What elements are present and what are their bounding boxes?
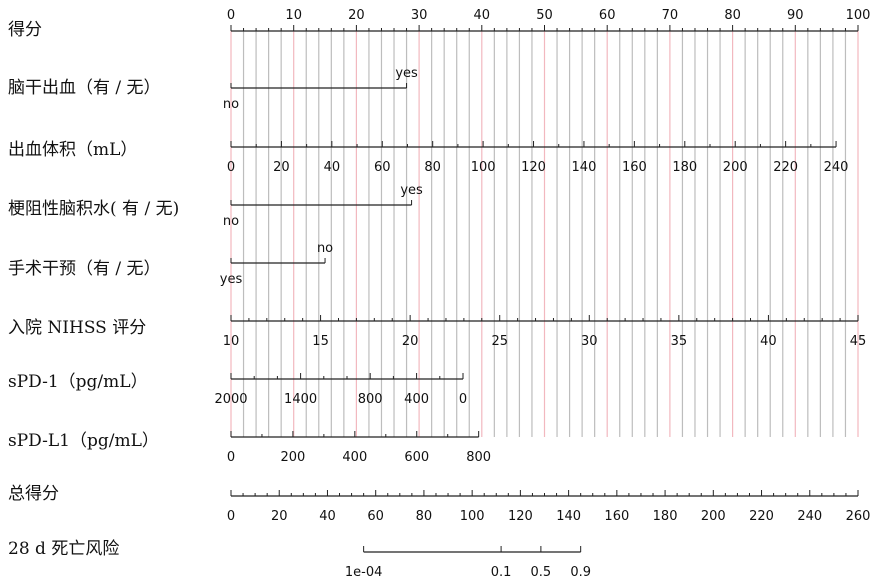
spd1-tick-label: 2000 [214, 392, 247, 407]
total-tick-label: 180 [653, 509, 678, 524]
nihss-tick-label: 30 [581, 334, 598, 349]
spd1-tick-label: 1400 [284, 392, 317, 407]
points-tick-label: 40 [474, 8, 491, 23]
risk-tick-label: 0.9 [570, 565, 591, 580]
hv-tick-label: 220 [773, 160, 798, 175]
ich-level-yes: yes [395, 66, 418, 81]
row-label-hv: 出血体积（mL） [8, 140, 137, 160]
points-tick-label: 70 [662, 8, 679, 23]
hv-tick-label: 0 [227, 160, 235, 175]
nihss-tick-label: 10 [223, 334, 240, 349]
surgery-level-no: no [317, 241, 333, 256]
hv-tick-label: 240 [824, 160, 849, 175]
total-tick-label: 100 [460, 509, 485, 524]
total-tick-label: 40 [319, 509, 336, 524]
points-tick-label: 0 [227, 8, 235, 23]
hv-tick-label: 100 [471, 160, 496, 175]
hv-tick-label: 40 [324, 160, 341, 175]
hv-tick-label: 20 [273, 160, 290, 175]
total-tick-label: 120 [508, 509, 533, 524]
row-label-points: 得分 [8, 20, 42, 40]
points-tick-label: 90 [787, 8, 804, 23]
nihss-tick-label: 20 [402, 334, 419, 349]
row-label-surgery: 手术干预（有 / 无） [8, 259, 161, 279]
risk-tick-label: 0.5 [531, 565, 552, 580]
row-label-spdl1: sPD-L1（pg/mL） [8, 431, 159, 451]
spdl1-tick-label: 400 [342, 450, 367, 465]
row-label-ich: 脑干出血（有 / 无） [8, 78, 161, 98]
total-tick-label: 80 [416, 509, 433, 524]
risk-tick-label: 1e-04 [345, 565, 383, 580]
spdl1-tick-label: 0 [227, 450, 235, 465]
hv-tick-label: 80 [424, 160, 441, 175]
points-tick-label: 20 [348, 8, 365, 23]
hv-tick-label: 160 [622, 160, 647, 175]
nihss-tick-label: 35 [671, 334, 688, 349]
total-tick-label: 200 [701, 509, 726, 524]
points-tick-label: 10 [285, 8, 302, 23]
vertical-gridlines [230, 31, 859, 437]
row-label-nihss: 入院 NIHSS 评分 [8, 318, 146, 338]
spdl1-tick-label: 200 [281, 450, 306, 465]
surgery-level-yes: yes [220, 272, 243, 287]
total-tick-label: 60 [367, 509, 384, 524]
edema-level-no: no [223, 214, 239, 229]
nihss-tick-label: 25 [491, 334, 508, 349]
ich-level-no: no [223, 97, 239, 112]
hv-tick-label: 200 [723, 160, 748, 175]
row-label-spd1: sPD-1（pg/mL） [8, 372, 148, 392]
nihss-tick-label: 40 [760, 334, 777, 349]
total-tick-label: 0 [227, 509, 235, 524]
nihss-tick-label: 45 [850, 334, 867, 349]
row-label-total: 总得分 [8, 484, 59, 504]
total-tick-label: 240 [797, 509, 822, 524]
points-tick-label: 80 [724, 8, 741, 23]
spdl1-tick-label: 600 [404, 450, 429, 465]
total-tick-label: 20 [271, 509, 288, 524]
spdl1-tick-label: 800 [466, 450, 491, 465]
total-tick-label: 260 [846, 509, 871, 524]
spd1-tick-label: 800 [358, 392, 383, 407]
total-tick-label: 140 [556, 509, 581, 524]
points-tick-label: 60 [599, 8, 616, 23]
edema-level-yes: yes [400, 183, 423, 198]
row-label-edema: 梗阻性脑积水( 有 / 无) [8, 199, 179, 219]
spd1-tick-label: 0 [459, 392, 467, 407]
hv-tick-label: 180 [672, 160, 697, 175]
hv-tick-label: 60 [374, 160, 391, 175]
hv-tick-label: 120 [521, 160, 546, 175]
nihss-tick-label: 15 [312, 334, 329, 349]
points-tick-label: 30 [411, 8, 428, 23]
total-tick-label: 160 [604, 509, 629, 524]
points-tick-label: 100 [846, 8, 871, 23]
points-tick-label: 50 [536, 8, 553, 23]
total-tick-label: 220 [749, 509, 774, 524]
row-label-risk: 28 d 死亡风险 [8, 539, 119, 559]
risk-tick-label: 0.1 [491, 565, 512, 580]
hv-tick-label: 140 [572, 160, 597, 175]
spd1-tick-label: 400 [404, 392, 429, 407]
